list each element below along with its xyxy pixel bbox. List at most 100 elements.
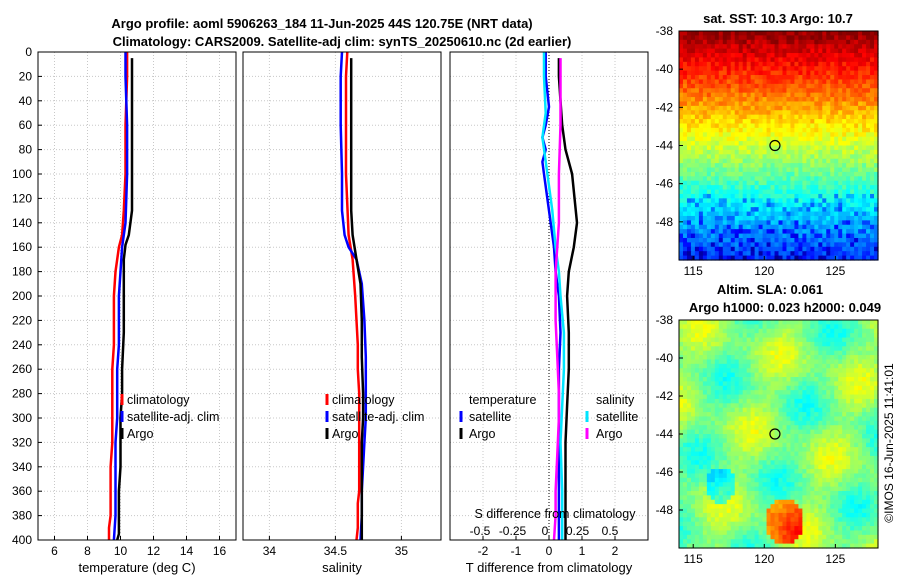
map-cell: [738, 346, 744, 352]
map-cell: [790, 346, 796, 352]
map-cell: [870, 70, 875, 76]
map-cell: [730, 438, 736, 444]
map-cell: [870, 92, 875, 98]
map-cell: [682, 425, 688, 431]
map-cell: [834, 491, 839, 496]
map-cell: [790, 198, 796, 204]
map-cell: [738, 491, 744, 496]
map-cell: [846, 469, 851, 475]
map-cell: [798, 75, 803, 81]
map-cell: [814, 185, 819, 191]
map-cell: [682, 97, 688, 103]
map-cell: [726, 180, 732, 186]
map-cell: [694, 359, 700, 365]
series-line-climatology: [107, 52, 129, 540]
map-cell: [679, 215, 684, 221]
map-cell: [714, 44, 720, 50]
map-cell: [858, 495, 863, 501]
map-cell: [838, 420, 843, 426]
map-cell: [718, 368, 724, 374]
map-cell: [814, 163, 819, 169]
map-cell: [738, 324, 744, 330]
map-cell: [802, 455, 807, 461]
map-cell: [722, 447, 728, 453]
map-cell: [682, 390, 688, 396]
map-cell: [806, 451, 811, 457]
map-cell: [706, 455, 712, 461]
map-cell: [682, 35, 688, 41]
map-cell: [734, 438, 740, 444]
map-cell: [782, 53, 788, 59]
map-cell: [818, 207, 823, 213]
map-cell: [858, 412, 863, 418]
map-cell: [722, 355, 728, 361]
map-cell: [706, 154, 712, 160]
map-cell: [766, 123, 772, 129]
map-cell: [830, 92, 835, 98]
map-cell: [742, 149, 748, 155]
map-cell: [730, 70, 736, 76]
map-cell: [694, 324, 700, 330]
map-cell: [718, 341, 724, 347]
map-cell: [718, 127, 724, 133]
map-cell: [810, 189, 815, 195]
map-cell: [798, 447, 803, 453]
map-cell: [738, 141, 744, 147]
map-cell: [718, 75, 724, 81]
map-cell: [846, 224, 851, 230]
map-cell: [746, 48, 752, 54]
map-cell: [850, 469, 855, 475]
map-cell: [714, 469, 720, 475]
map-cell: [846, 372, 851, 378]
map-cell: [758, 255, 764, 261]
map-cell: [802, 359, 807, 365]
map-cell: [710, 368, 716, 374]
map-cell: [842, 412, 847, 418]
map-cell: [774, 359, 780, 365]
map-cell: [770, 97, 776, 103]
map-cell: [742, 499, 748, 505]
map-cell: [679, 425, 684, 431]
map-cell: [738, 242, 744, 248]
map-cell: [698, 224, 704, 230]
map-cell: [866, 416, 871, 422]
map-cell: [694, 149, 700, 155]
map-cell: [770, 350, 776, 356]
map-cell: [850, 381, 855, 387]
map-cell: [822, 255, 827, 261]
map-cell: [754, 355, 760, 361]
map-cell: [850, 442, 855, 448]
map-cell: [754, 499, 760, 505]
map-cell: [698, 491, 704, 496]
map-cell: [762, 163, 768, 169]
map-cell: [770, 368, 776, 374]
map-cell: [818, 167, 823, 173]
map-cell: [830, 48, 835, 54]
map-cell: [746, 438, 752, 444]
map-cell: [830, 355, 835, 361]
map-cell: [766, 48, 772, 54]
map-cell: [790, 193, 796, 199]
map-cell: [679, 486, 684, 492]
map-cell: [818, 486, 823, 492]
map-cell: [686, 202, 692, 208]
map-cell: [746, 381, 752, 387]
map-cell: [798, 233, 803, 239]
map-cell: [730, 420, 736, 426]
map-cell: [802, 251, 807, 257]
map-y-tick-label: -44: [656, 139, 674, 153]
map-cell: [842, 198, 847, 204]
map-cell: [790, 381, 796, 387]
map-cell: [798, 79, 803, 85]
map-cell: [830, 145, 835, 151]
y-tick-label: 100: [12, 167, 32, 181]
map-cell: [810, 141, 815, 147]
map-cell: [846, 145, 851, 151]
map-cell: [782, 92, 788, 98]
map-cell: [786, 333, 792, 339]
map-cell: [802, 242, 807, 248]
map-cell: [766, 132, 772, 138]
map-cell: [834, 416, 839, 422]
map-cell: [726, 75, 732, 81]
map-cell: [778, 110, 784, 116]
